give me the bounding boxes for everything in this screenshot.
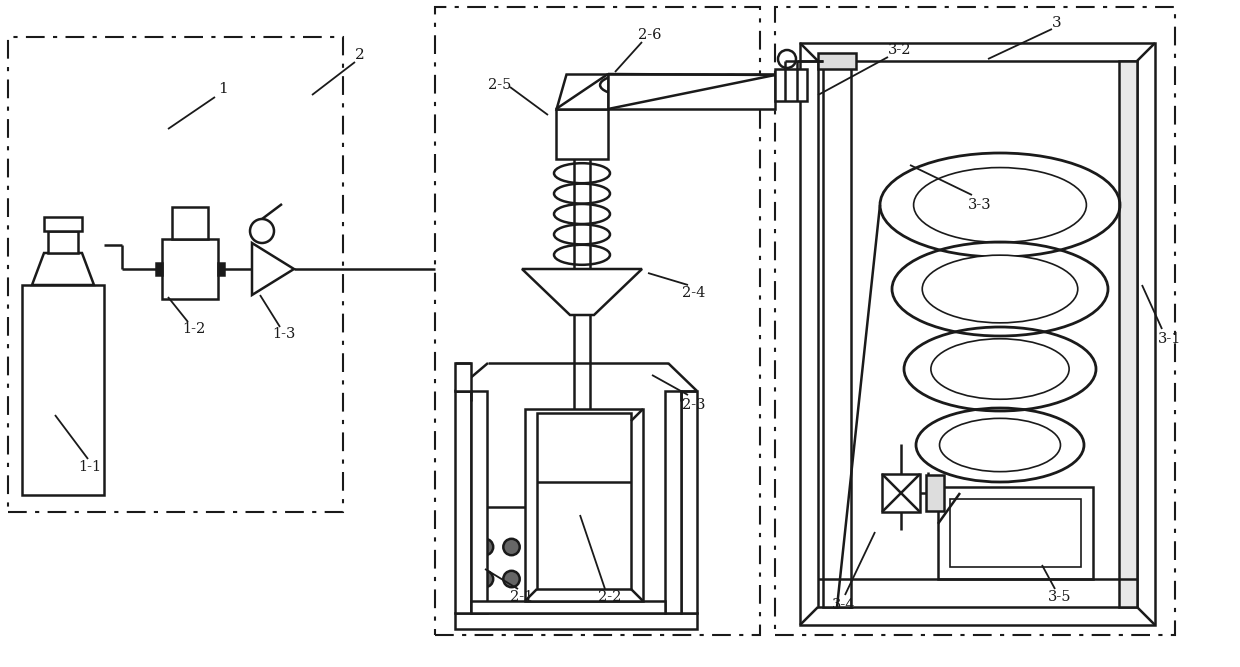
Circle shape xyxy=(503,539,520,555)
Text: 3-1: 3-1 xyxy=(1158,332,1182,346)
Bar xyxy=(467,507,558,625)
Bar xyxy=(471,391,487,613)
Bar xyxy=(525,409,644,601)
Polygon shape xyxy=(522,269,642,315)
Circle shape xyxy=(250,219,274,243)
Ellipse shape xyxy=(923,255,1078,323)
Text: 3-5: 3-5 xyxy=(1048,590,1071,604)
Text: 2-3: 2-3 xyxy=(682,398,706,412)
Text: 3-4: 3-4 xyxy=(832,598,856,612)
Bar xyxy=(43,217,82,231)
Text: 3-3: 3-3 xyxy=(968,198,992,212)
Text: 1: 1 xyxy=(218,82,228,96)
Text: 2: 2 xyxy=(355,48,365,62)
Bar xyxy=(556,109,608,159)
Bar xyxy=(455,391,471,613)
Text: 2-4: 2-4 xyxy=(682,286,706,300)
Bar xyxy=(7,37,343,512)
Bar xyxy=(162,239,218,299)
Circle shape xyxy=(529,603,546,619)
Bar xyxy=(882,474,920,512)
Circle shape xyxy=(529,539,546,555)
Bar xyxy=(48,231,78,253)
Ellipse shape xyxy=(914,167,1086,242)
Circle shape xyxy=(529,571,546,587)
Bar xyxy=(22,285,104,495)
Text: 1-2: 1-2 xyxy=(182,322,206,336)
Ellipse shape xyxy=(940,418,1060,472)
Circle shape xyxy=(477,539,494,555)
Text: 1-3: 1-3 xyxy=(272,327,295,341)
Bar xyxy=(775,7,1176,635)
Circle shape xyxy=(477,603,494,619)
Bar xyxy=(775,69,807,101)
Bar xyxy=(937,487,1092,579)
Bar xyxy=(800,43,1154,625)
Bar xyxy=(537,413,631,589)
Polygon shape xyxy=(556,74,608,109)
Ellipse shape xyxy=(931,339,1069,400)
Circle shape xyxy=(503,603,520,619)
Bar xyxy=(455,363,471,391)
Bar xyxy=(665,391,681,613)
Bar xyxy=(218,263,224,275)
Bar xyxy=(455,613,697,629)
Text: 2-5: 2-5 xyxy=(489,78,511,92)
Circle shape xyxy=(503,571,520,587)
Bar xyxy=(818,53,856,69)
Bar xyxy=(608,74,775,109)
Polygon shape xyxy=(32,253,94,285)
Text: 3: 3 xyxy=(1052,16,1061,30)
Bar xyxy=(926,475,944,511)
Bar xyxy=(818,61,1137,607)
Bar xyxy=(471,601,665,613)
Bar xyxy=(1118,61,1137,607)
Circle shape xyxy=(477,571,494,587)
Circle shape xyxy=(777,50,796,68)
Polygon shape xyxy=(252,243,294,295)
Bar xyxy=(172,207,208,239)
Text: 2-2: 2-2 xyxy=(598,590,621,604)
Bar xyxy=(156,263,162,275)
Bar xyxy=(950,499,1081,567)
Text: 2-6: 2-6 xyxy=(639,28,661,42)
Text: 2-1: 2-1 xyxy=(510,590,533,604)
Text: 3-2: 3-2 xyxy=(888,43,911,57)
Bar xyxy=(435,7,760,635)
Bar xyxy=(823,61,851,607)
Bar xyxy=(681,391,697,613)
Text: 1-1: 1-1 xyxy=(78,460,102,474)
